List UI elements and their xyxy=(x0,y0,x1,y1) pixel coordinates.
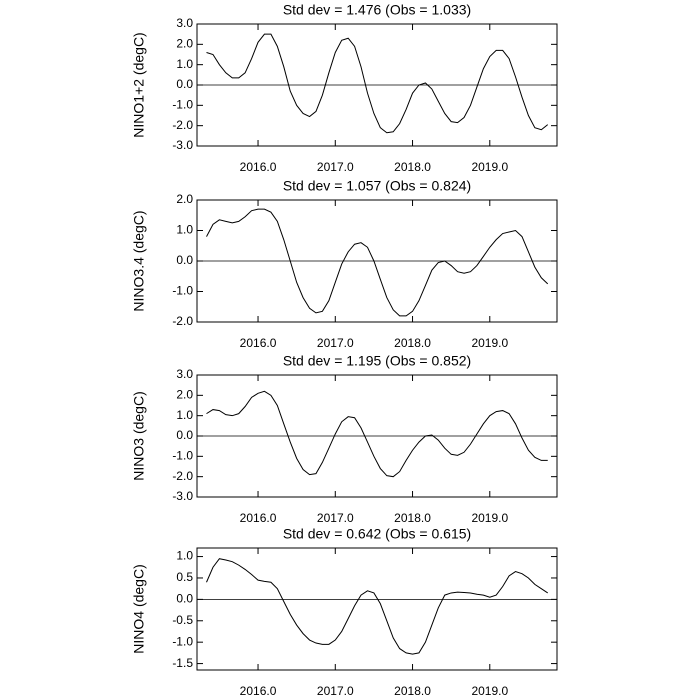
y-tick-label: 1.0 xyxy=(176,223,193,237)
y-tick-label: -3.0 xyxy=(172,489,193,503)
panel: Std dev = 1.476 (Obs = 1.033) NINO1+2 (de… xyxy=(131,2,558,174)
x-tick-label: 2016.0 xyxy=(240,336,277,350)
y-tick-label: 0.5 xyxy=(176,570,193,584)
y-tick-label: -1.0 xyxy=(172,634,193,648)
y-tick-label: 3.0 xyxy=(176,16,193,30)
plot-frame xyxy=(196,374,558,498)
y-axis-label: NINO3.4 (degC) xyxy=(131,210,147,311)
y-tick-label: -0.5 xyxy=(172,613,193,627)
x-tick-label: 2019.0 xyxy=(471,160,508,174)
y-tick-label: 0.0 xyxy=(176,592,193,606)
chart-title: Std dev = 1.195 (Obs = 0.852) xyxy=(283,353,471,369)
y-tick-label: 0.0 xyxy=(176,77,193,91)
y-tick-label: -2.0 xyxy=(172,469,193,483)
y-tick-label: -2.0 xyxy=(172,118,193,132)
panel: Std dev = 1.195 (Obs = 0.852) NINO3 (degC… xyxy=(131,353,558,525)
x-tick-label: 2019.0 xyxy=(471,511,508,525)
y-axis-label: NINO4 (degC) xyxy=(131,564,147,653)
chart-title: Std dev = 0.642 (Obs = 0.615) xyxy=(283,526,471,542)
y-tick-label: -2.0 xyxy=(172,314,193,328)
plot-frame xyxy=(196,23,558,147)
y-tick-label: -3.0 xyxy=(172,138,193,152)
y-tick-label: -1.0 xyxy=(172,284,193,298)
data-line xyxy=(206,558,549,655)
y-axis-label: NINO3 (degC) xyxy=(131,391,147,480)
y-tick-label: 1.0 xyxy=(176,549,193,563)
data-line xyxy=(206,390,548,478)
y-tick-label: -1.0 xyxy=(172,98,193,112)
x-tick-label: 2018.0 xyxy=(394,511,431,525)
x-tick-label: 2019.0 xyxy=(471,336,508,350)
y-tick-label: 2.0 xyxy=(176,192,193,206)
x-tick-label: 2019.0 xyxy=(471,684,508,698)
y-tick-label: -1.5 xyxy=(172,656,193,670)
x-tick-label: 2018.0 xyxy=(394,336,431,350)
data-line xyxy=(206,208,549,317)
y-tick-label: 3.0 xyxy=(176,367,193,381)
y-tick-label: 2.0 xyxy=(176,388,193,402)
data-line xyxy=(206,33,549,134)
y-tick-label: -1.0 xyxy=(172,449,193,463)
y-tick-label: 0.0 xyxy=(176,428,193,442)
y-tick-label: 0.0 xyxy=(176,253,193,267)
x-tick-label: 2016.0 xyxy=(240,160,277,174)
plot-frame xyxy=(196,547,558,671)
chart-title: Std dev = 1.057 (Obs = 0.824) xyxy=(283,178,471,194)
y-tick-label: 1.0 xyxy=(176,57,193,71)
x-tick-label: 2017.0 xyxy=(317,684,354,698)
y-tick-label: 1.0 xyxy=(176,408,193,422)
x-tick-label: 2017.0 xyxy=(317,336,354,350)
x-tick-label: 2017.0 xyxy=(317,160,354,174)
x-tick-label: 2018.0 xyxy=(394,684,431,698)
x-tick-label: 2016.0 xyxy=(240,511,277,525)
y-tick-label: 2.0 xyxy=(176,37,193,51)
x-tick-label: 2016.0 xyxy=(240,684,277,698)
y-axis-label: NINO1+2 (degC) xyxy=(131,32,147,137)
plot-frame xyxy=(196,199,558,323)
chart-title: Std dev = 1.476 (Obs = 1.033) xyxy=(283,2,471,18)
x-tick-label: 2017.0 xyxy=(317,511,354,525)
panel: Std dev = 0.642 (Obs = 0.615) NINO4 (degC… xyxy=(131,526,558,698)
panel: Std dev = 1.057 (Obs = 0.824) NINO3.4 (de… xyxy=(131,178,558,350)
x-tick-label: 2018.0 xyxy=(394,160,431,174)
